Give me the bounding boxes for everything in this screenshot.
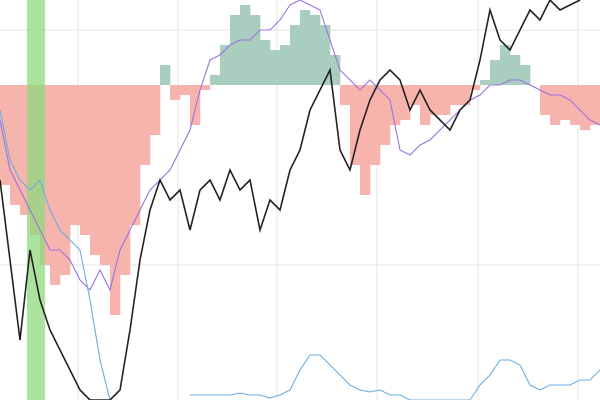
line [190, 354, 600, 400]
line [0, 0, 600, 292]
bar [370, 85, 381, 165]
bar [490, 60, 501, 85]
bar [240, 5, 251, 85]
bar [230, 15, 241, 85]
bar [590, 85, 600, 125]
bar [170, 85, 181, 100]
bar [540, 85, 551, 115]
bar [20, 85, 31, 215]
bar [180, 85, 191, 95]
bar [10, 85, 21, 205]
bar [150, 85, 161, 135]
bar [190, 85, 201, 125]
bar [250, 15, 261, 85]
bar [320, 25, 331, 85]
bar [280, 45, 291, 85]
bar [580, 85, 591, 130]
line [0, 109, 111, 400]
line [0, 0, 581, 400]
bar [350, 85, 361, 165]
bar [340, 85, 351, 105]
bar [200, 85, 211, 90]
bar [210, 75, 221, 85]
bar [510, 55, 521, 85]
bar [520, 65, 531, 85]
bar [260, 40, 271, 85]
bar [330, 55, 341, 85]
bar [440, 85, 451, 115]
bar [560, 85, 571, 120]
bar [110, 85, 121, 315]
bar [160, 65, 171, 85]
bar [130, 85, 141, 225]
bar [50, 85, 61, 285]
bar [80, 85, 91, 235]
bar [290, 25, 301, 85]
bar [310, 15, 321, 85]
bar [100, 85, 111, 265]
highlight-band [27, 0, 45, 400]
bar [270, 50, 281, 85]
bar [410, 85, 421, 105]
bar [380, 85, 391, 145]
bar [480, 80, 491, 85]
bar [450, 85, 461, 105]
bar [400, 85, 411, 120]
bar [550, 85, 561, 125]
bar [220, 45, 231, 85]
bar [40, 85, 51, 265]
bar [390, 85, 401, 125]
bar [500, 45, 511, 85]
bar [60, 85, 71, 275]
bar [460, 85, 471, 105]
bar [430, 85, 441, 115]
bar [300, 10, 311, 85]
bar [140, 85, 151, 165]
bar [120, 85, 131, 275]
bar [90, 85, 101, 255]
bar [420, 85, 431, 125]
bar [470, 85, 481, 90]
bar [360, 85, 371, 195]
bar [70, 85, 81, 225]
